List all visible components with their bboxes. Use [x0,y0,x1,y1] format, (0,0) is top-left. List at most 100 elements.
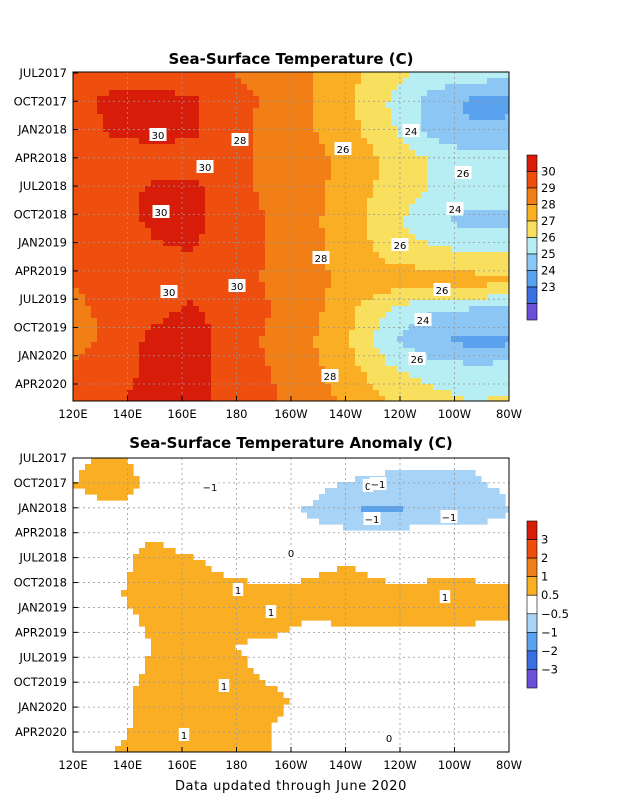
heatmap-cell [109,72,116,79]
heatmap-cell [121,294,128,301]
heatmap-cell [169,348,176,355]
heatmap-cell [499,372,506,379]
heatmap-cell [433,276,440,283]
heatmap-cell [313,300,320,307]
heatmap-cell [457,372,464,379]
heatmap-cell [157,180,164,187]
heatmap-cell [469,578,476,585]
heatmap-cell [391,132,398,139]
heatmap-cell [427,246,434,253]
heatmap-cell [79,390,86,397]
colorbar-label: 25 [541,247,556,261]
heatmap-cell [469,318,476,325]
heatmap-cell [259,102,266,109]
heatmap-cell [373,366,380,373]
heatmap-cell [115,156,122,163]
heatmap-cell [343,186,350,193]
heatmap-cell [85,360,92,367]
heatmap-cell [145,210,152,217]
heatmap-cell [391,360,398,367]
heatmap-cell [391,384,398,391]
heatmap-cell [349,608,356,615]
heatmap-cell [127,120,134,127]
heatmap-cell [127,488,134,495]
heatmap-cell [379,306,386,313]
heatmap-cell [217,204,224,211]
heatmap-cell [475,512,482,519]
heatmap-cell [313,384,320,391]
heatmap-cell [223,132,230,139]
heatmap-cell [439,312,446,319]
heatmap-cell [115,96,122,103]
heatmap-cell [169,84,176,91]
heatmap-cell [463,138,470,145]
heatmap-cell [421,494,428,501]
heatmap-cell [319,162,326,169]
heatmap-cell [193,162,200,169]
heatmap-cell [397,488,404,495]
heatmap-cell [247,276,254,283]
heatmap-cell [373,150,380,157]
heatmap-cell [229,156,236,163]
heatmap-cell [499,312,506,319]
heatmap-cell [337,84,344,91]
heatmap-cell [349,96,356,103]
heatmap-cell [169,342,176,349]
heatmap-cell [403,270,410,277]
heatmap-cell [229,174,236,181]
heatmap-cell [421,192,428,199]
heatmap-cell [259,324,266,331]
heatmap-cell [469,102,476,109]
heatmap-cell [241,270,248,277]
heatmap-cell [277,96,284,103]
heatmap-cell [79,156,86,163]
heatmap-cell [415,222,422,229]
heatmap-cell [319,138,326,145]
heatmap-cell [379,282,386,289]
heatmap-cell [127,198,134,205]
heatmap-cell [295,348,302,355]
heatmap-cell [415,144,422,151]
heatmap-cell [247,216,254,223]
heatmap-cell [85,330,92,337]
heatmap-cell [73,216,80,223]
heatmap-cell [493,294,500,301]
heatmap-cell [283,608,290,615]
heatmap-cell [241,300,248,307]
heatmap-cell [403,198,410,205]
heatmap-cell [127,372,134,379]
colorbar-label: 29 [541,181,556,195]
heatmap-cell [175,120,182,127]
heatmap-cell [409,144,416,151]
heatmap-cell [295,378,302,385]
heatmap-cell [241,108,248,115]
heatmap-cell [445,234,452,241]
heatmap-cell [433,240,440,247]
heatmap-cell [265,264,272,271]
heatmap-cell [463,240,470,247]
heatmap-cell [421,102,428,109]
heatmap-cell [277,144,284,151]
heatmap-cell [271,198,278,205]
heatmap-cell [175,90,182,97]
heatmap-cell [493,168,500,175]
heatmap-cell [337,506,344,513]
heatmap-cell [445,222,452,229]
heatmap-cell [331,354,338,361]
heatmap-cell [115,180,122,187]
heatmap-cell [151,264,158,271]
heatmap-cell [481,72,488,79]
heatmap-cell [199,584,206,591]
y-tick-label: JAN2020 [17,349,67,363]
contour-label-bg [312,251,330,264]
heatmap-cell [151,180,158,187]
heatmap-cell [379,270,386,277]
heatmap-cell [475,132,482,139]
heatmap-cell [391,620,398,627]
heatmap-cell [73,108,80,115]
heatmap-cell [271,384,278,391]
heatmap-cell [427,590,434,597]
heatmap-cell [271,72,278,79]
heatmap-cell [283,294,290,301]
heatmap-cell [169,620,176,627]
